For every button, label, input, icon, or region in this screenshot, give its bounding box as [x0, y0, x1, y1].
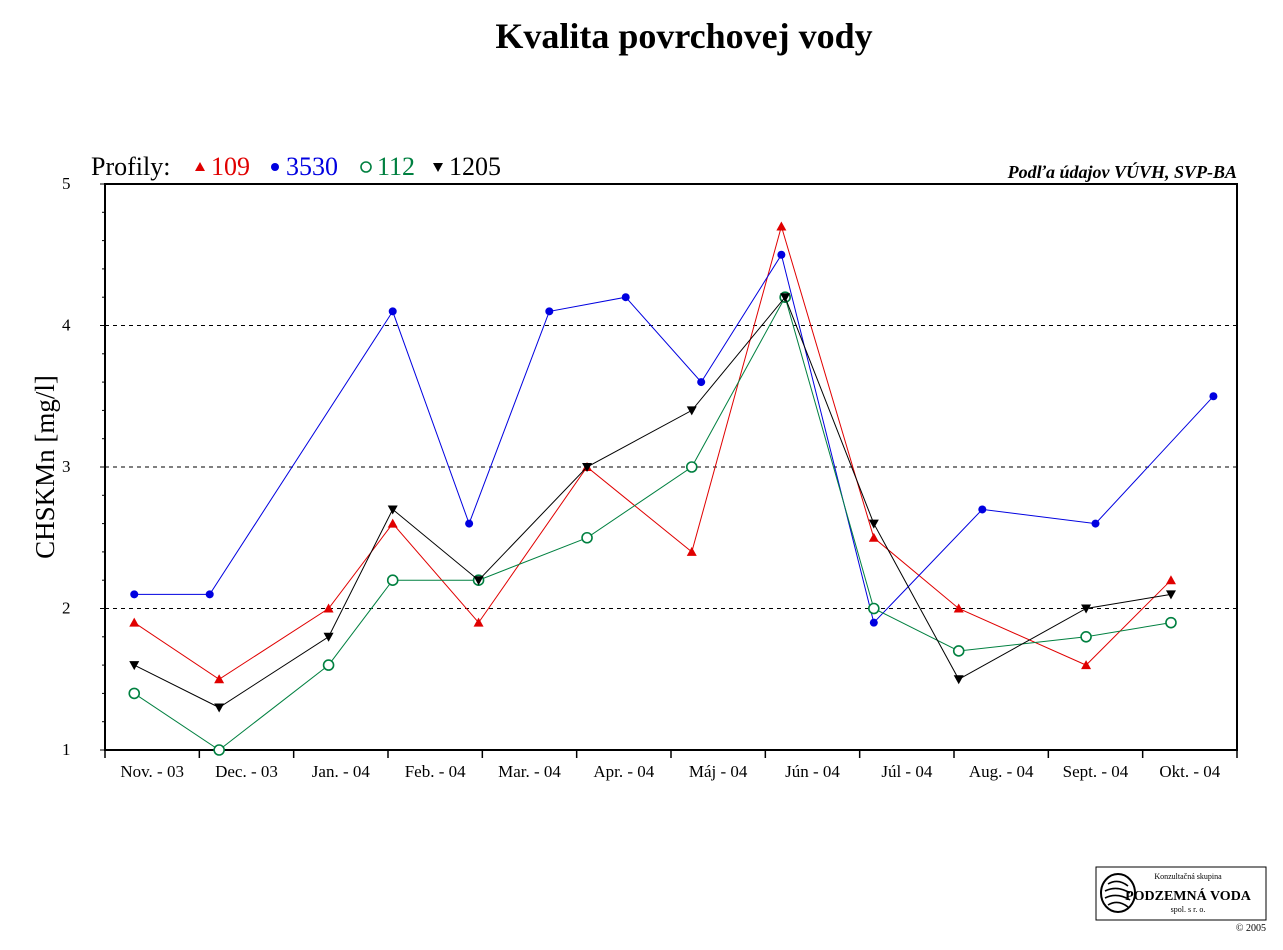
legend-marker — [433, 163, 443, 172]
legend-item-1205: 1205 — [433, 152, 501, 181]
data-point — [685, 461, 698, 473]
logo-sub-text: spol. s r. o. — [1171, 905, 1206, 914]
legend-item-109: 109 — [195, 152, 250, 181]
data-point — [545, 307, 554, 316]
x-tick-label: Sept. - 04 — [1063, 762, 1129, 781]
data-point — [213, 744, 225, 756]
data-point — [130, 590, 139, 599]
legend-item-112: 112 — [360, 152, 415, 181]
x-tick-label: Apr. - 04 — [593, 762, 654, 781]
series-layer — [128, 221, 1218, 756]
data-point — [323, 632, 334, 642]
data-point — [1081, 660, 1092, 670]
logo-name: PODZEMNÁ VODA — [1125, 887, 1252, 904]
data-point — [868, 519, 879, 529]
data-point — [465, 519, 474, 528]
data-point — [386, 574, 399, 587]
data-point — [978, 505, 987, 514]
legend-text: 3530 — [286, 152, 338, 181]
data-point — [582, 463, 593, 472]
series-3530 — [130, 250, 1218, 627]
data-point — [1165, 616, 1177, 629]
data-point — [697, 378, 706, 387]
x-tick-label: Feb. - 04 — [405, 762, 466, 781]
legend-text: 112 — [377, 152, 415, 181]
y-tick-label: 3 — [62, 457, 71, 476]
data-point — [1080, 630, 1092, 643]
company-logo: Konzultačná skupina PODZEMNÁ VODA spol. … — [1095, 866, 1267, 934]
data-point — [128, 687, 141, 700]
data-point — [1209, 392, 1218, 401]
data-point — [686, 546, 697, 556]
x-tick-label: Okt. - 04 — [1159, 762, 1220, 781]
legend-label: Profily: — [91, 152, 170, 181]
data-point — [214, 674, 225, 684]
data-point — [953, 675, 964, 685]
data-point — [473, 576, 484, 586]
data-point — [581, 531, 593, 544]
data-point — [322, 659, 335, 671]
data-point — [953, 603, 964, 613]
x-tick-label: Júl - 04 — [881, 762, 933, 781]
data-point — [952, 645, 965, 657]
data-point — [868, 602, 880, 615]
x-tick-label: Nov. - 03 — [120, 762, 184, 781]
legend-marker — [195, 162, 205, 171]
series-1205 — [129, 293, 1176, 713]
data-point — [868, 532, 879, 542]
data-point — [621, 293, 630, 302]
grid — [105, 325, 1237, 609]
y-tick-label: 1 — [62, 740, 71, 759]
x-tick-label: Máj - 04 — [689, 762, 748, 781]
x-tick-label: Jan. - 04 — [312, 762, 371, 781]
y-tick-label: 5 — [62, 174, 71, 193]
logo-emblem-icon — [1100, 873, 1136, 913]
data-point — [129, 617, 140, 627]
legend: Profily: 109 3530 112 1205 — [91, 152, 501, 181]
data-point — [777, 250, 786, 259]
data-point — [776, 221, 787, 231]
legend-marker — [360, 161, 372, 173]
data-point — [473, 617, 484, 627]
logo-top-text: Konzultačná skupina — [1154, 872, 1222, 881]
series-112 — [128, 291, 1177, 756]
data-point — [1165, 575, 1176, 585]
series-line-112 — [133, 295, 1172, 751]
x-tick-label: Aug. - 04 — [969, 762, 1034, 781]
y-axis-label: CHSKMn [mg/l] — [30, 375, 60, 559]
data-point — [869, 618, 878, 627]
series-line-1205 — [133, 296, 1172, 709]
logo-copyright: © 2005 — [1236, 923, 1266, 934]
legend-text: 1205 — [449, 152, 501, 181]
x-tick-label: Dec. - 03 — [215, 762, 278, 781]
legend-item-3530: 3530 — [271, 152, 338, 181]
y-tick-label: 4 — [62, 316, 71, 335]
data-point — [1081, 604, 1092, 614]
data-point — [388, 307, 397, 316]
y-tick-label: 2 — [62, 599, 71, 618]
data-point — [1165, 590, 1176, 600]
data-point — [387, 518, 398, 528]
series-line-109 — [133, 224, 1172, 680]
series-line-3530 — [134, 253, 1214, 624]
data-point — [780, 293, 791, 303]
source-note: Podľa údajov VÚVH, SVP-BA — [1007, 161, 1237, 182]
data-point — [323, 603, 334, 613]
chart-title: Kvalita povrchovej vody — [495, 16, 872, 56]
data-point — [129, 661, 140, 671]
data-point — [205, 590, 214, 599]
axes: 1 2 3 4 5 Nov. - 03 Dec. - 03 Jan. - 04 Feb. - 0… — [62, 174, 1238, 781]
data-point — [387, 505, 398, 515]
data-point — [1091, 519, 1100, 528]
x-tick-label: Jún - 04 — [785, 762, 840, 781]
legend-text: 109 — [211, 152, 250, 181]
legend-marker — [271, 163, 279, 171]
x-tick-label: Mar. - 04 — [498, 762, 561, 781]
series-109 — [129, 221, 1176, 684]
data-point — [214, 703, 225, 713]
data-point — [686, 406, 697, 416]
